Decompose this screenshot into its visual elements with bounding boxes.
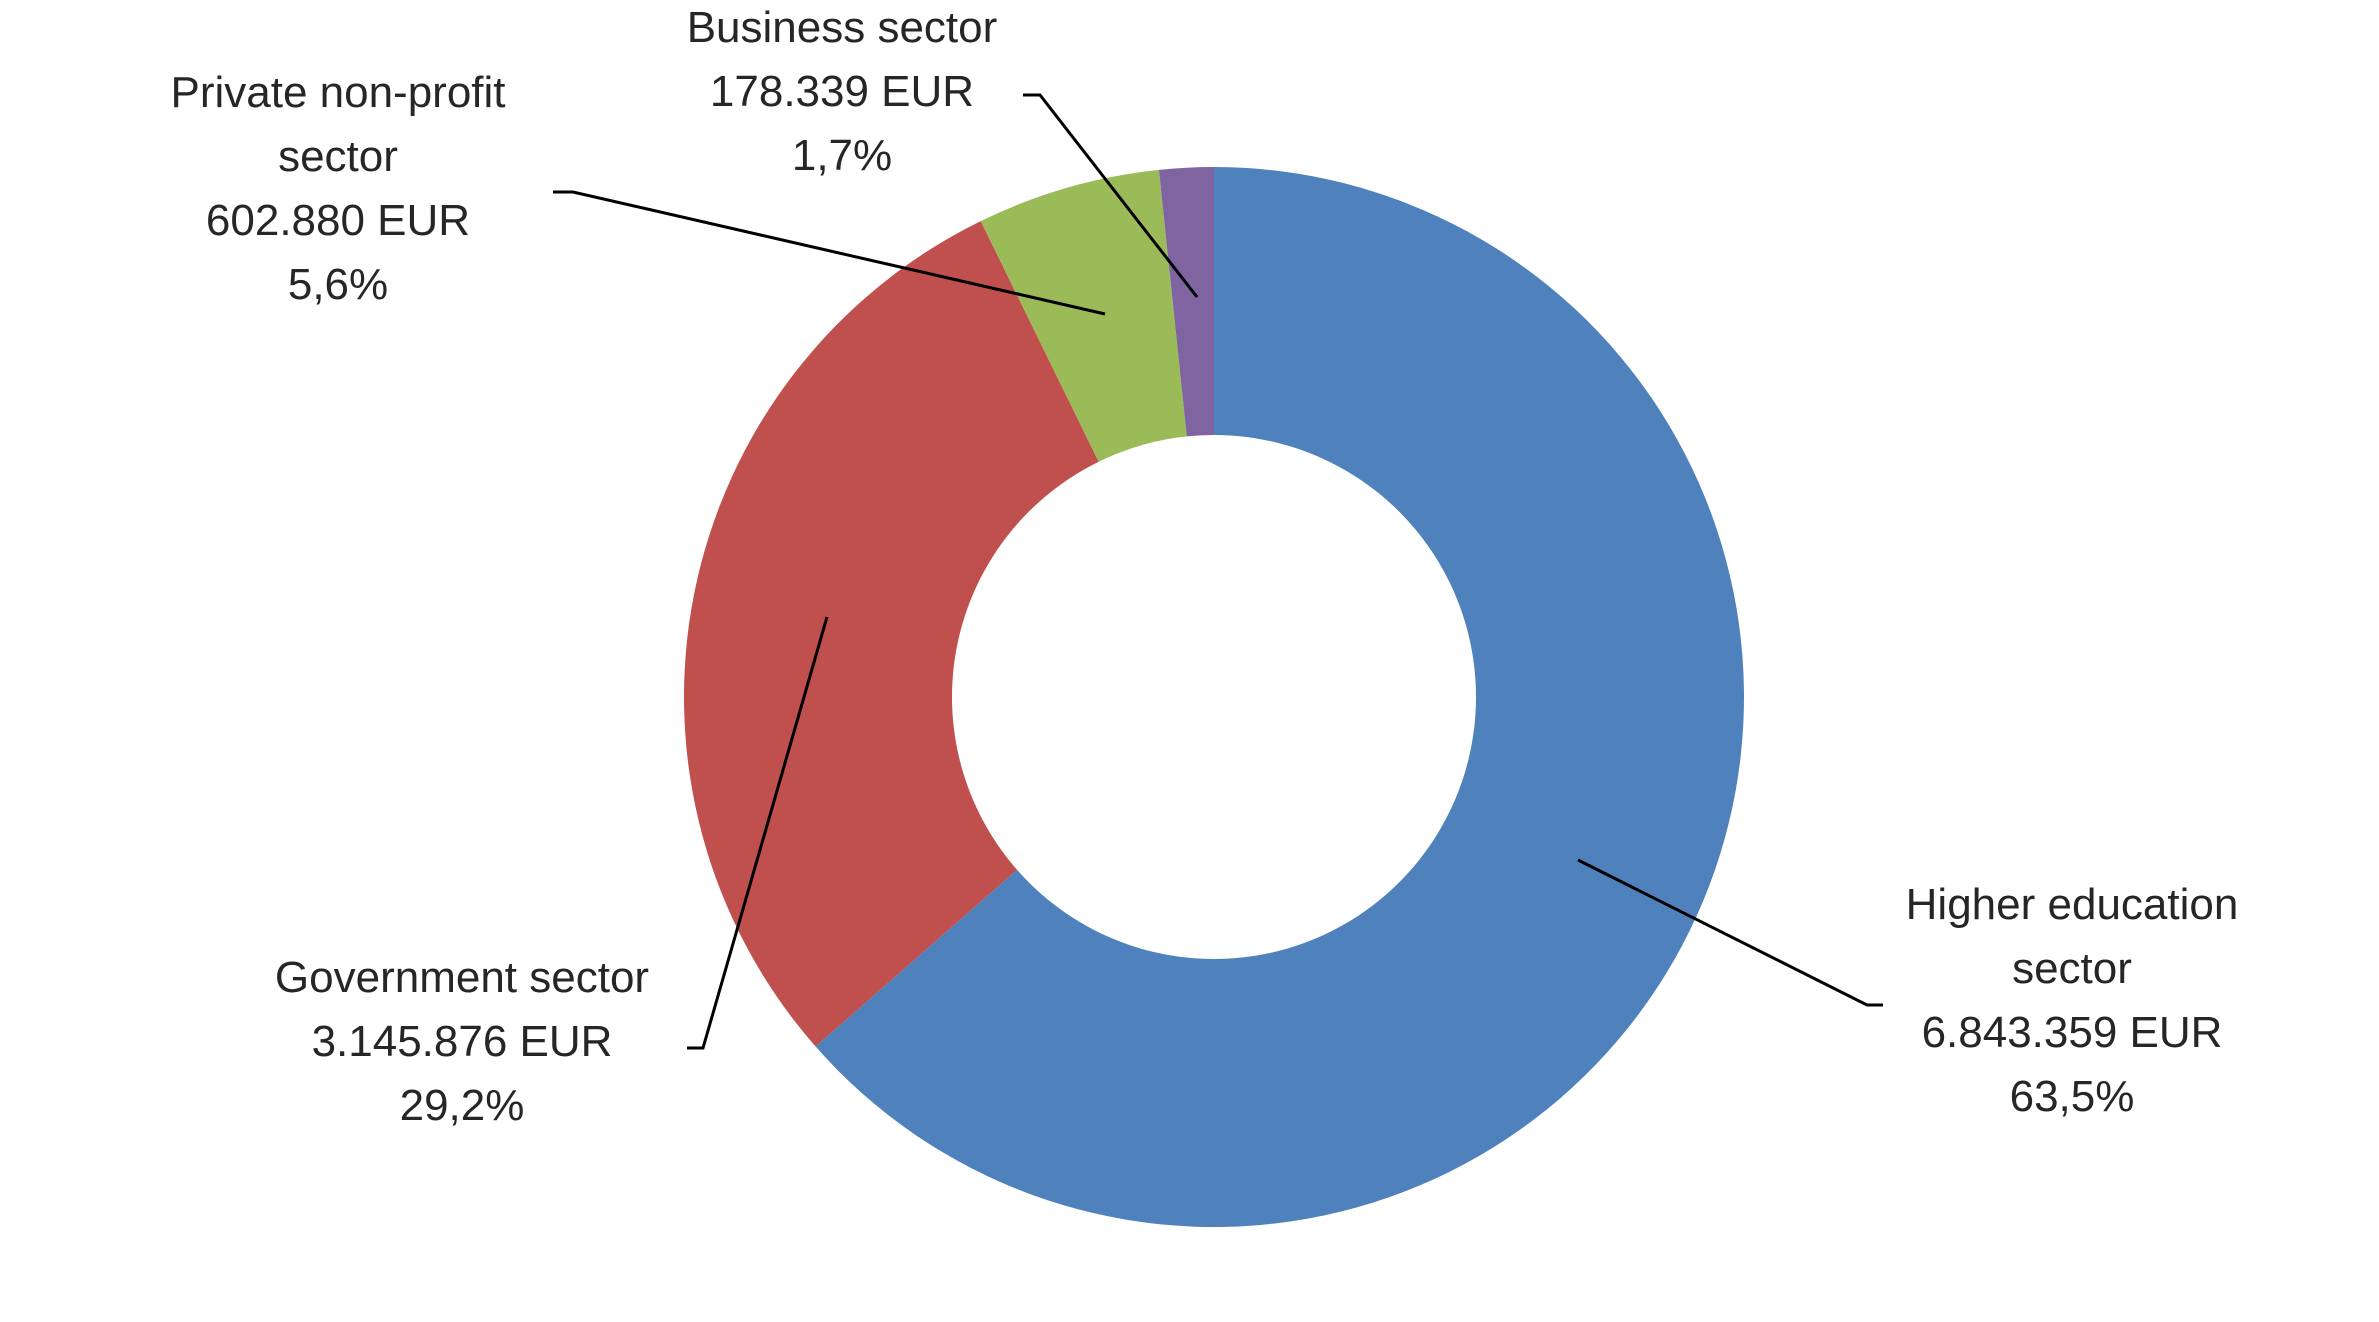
data-label-private-non-profit-sector: Private non-profit sector 602.880 EUR 5,6%	[170, 68, 505, 309]
data-label-line: Higher education	[1906, 880, 2239, 929]
leaders-layer	[553, 93, 1883, 1050]
slice-higher-education-sector	[815, 167, 1744, 1227]
data-label-line: sector	[2012, 944, 2132, 993]
leader-line-business-sector	[1023, 93, 1199, 298]
data-label-line: Business sector	[687, 3, 998, 52]
data-label-line: 602.880 EUR	[206, 196, 470, 245]
data-label-higher-education-sector: Higher education sector 6.843.359 EUR 63,5%	[1906, 880, 2239, 1121]
data-label-line: 29,2%	[400, 1081, 525, 1130]
leader-line-higher-education-sector	[1577, 858, 1883, 1007]
data-label-line: 63,5%	[2010, 1072, 2135, 1121]
data-label-line: Private non-profit	[170, 68, 505, 117]
leader-line-government-sector	[687, 616, 829, 1050]
data-label-line: Government sector	[275, 953, 649, 1002]
data-label-line: 1,7%	[792, 131, 892, 180]
slices-layer	[683, 167, 1744, 1227]
data-label-line: 5,6%	[288, 260, 388, 309]
data-label-line: 3.145.876 EUR	[312, 1017, 613, 1066]
data-label-business-sector: Business sector 178.339 EUR 1,7%	[687, 3, 998, 180]
slice-private-non-profit-sector	[980, 169, 1187, 462]
leader-line-private-non-profit-sector	[553, 190, 1106, 316]
data-label-government-sector: Government sector 3.145.876 EUR 29,2%	[275, 953, 649, 1130]
data-label-line: sector	[278, 132, 398, 181]
data-label-line: 6.843.359 EUR	[1922, 1008, 2223, 1057]
slice-government-sector	[683, 221, 1099, 1047]
slice-business-sector	[1158, 167, 1214, 437]
data-label-line: 178.339 EUR	[710, 67, 974, 116]
labels-layer: Higher education sector 6.843.359 EUR 63,5%…	[170, 3, 2238, 1130]
